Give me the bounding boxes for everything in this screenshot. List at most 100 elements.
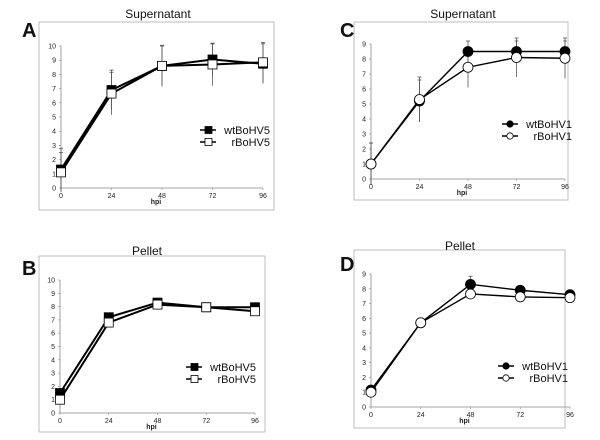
y-tick-label: 8 xyxy=(51,304,55,311)
data-point xyxy=(365,386,377,398)
panel-letter: B xyxy=(22,258,36,280)
series-rBoHV5 xyxy=(58,301,257,403)
data-point xyxy=(415,317,427,329)
plot-frame xyxy=(38,255,266,433)
x-tick-label: 72 xyxy=(209,193,217,200)
x-tick-label: 0 xyxy=(369,412,373,419)
data-point xyxy=(106,88,117,99)
data-point xyxy=(207,59,218,70)
y-tick-label: 8 xyxy=(362,286,366,293)
y-tick-label: 10 xyxy=(47,278,55,285)
y-tick-label: 9 xyxy=(52,58,56,65)
panel-title: Supernatant xyxy=(430,7,496,21)
y-tick-label: 0 xyxy=(52,186,56,193)
y-tick-label: 8 xyxy=(52,72,56,79)
y-tick-label: 6 xyxy=(362,87,366,94)
y-tick-label: 4 xyxy=(362,345,366,352)
y-tick-label: 7 xyxy=(51,317,55,324)
y-tick-label: 3 xyxy=(51,371,55,378)
y-tick-label: 5 xyxy=(362,102,366,109)
data-point xyxy=(564,292,576,304)
y-tick-label: 1 xyxy=(362,162,366,169)
x-tick-label: 48 xyxy=(464,184,472,191)
plot-frame xyxy=(353,249,566,429)
y-tick-label: 1 xyxy=(52,171,56,178)
legend-marker xyxy=(506,132,514,140)
legend-label: rBoHV5 xyxy=(231,137,270,149)
y-tick-label: 7 xyxy=(362,72,366,79)
data-point xyxy=(365,158,377,170)
y-tick-label: 0 xyxy=(51,411,55,418)
legend-label: wtBoHV5 xyxy=(209,362,256,374)
y-tick-label: 0 xyxy=(362,177,366,184)
y-tick-label: 6 xyxy=(362,316,366,323)
data-point xyxy=(462,46,474,57)
legend-marker xyxy=(506,120,514,128)
y-tick-label: 7 xyxy=(52,86,56,93)
legend-label: wtBoHV1 xyxy=(525,119,572,131)
x-tick-label: 96 xyxy=(566,412,574,419)
data-point xyxy=(201,302,212,313)
data-point xyxy=(559,52,571,64)
x-tick-label: 48 xyxy=(467,412,475,419)
y-tick-label: 5 xyxy=(362,331,366,338)
x-axis-label: hpi xyxy=(146,424,157,431)
panel-title: Pellet xyxy=(132,244,163,258)
legend-marker xyxy=(190,375,199,383)
data-point xyxy=(511,52,522,63)
data-point xyxy=(250,306,260,317)
data-point xyxy=(465,278,476,290)
data-point xyxy=(514,291,526,303)
y-tick-label: 10 xyxy=(48,44,56,51)
data-point xyxy=(56,167,66,178)
legend-label: rBoHV5 xyxy=(217,374,256,386)
data-point xyxy=(55,394,65,405)
legend-label: wtBoHV1 xyxy=(521,361,568,373)
x-tick-label: 24 xyxy=(105,418,113,425)
x-tick-label: 0 xyxy=(59,193,63,200)
x-axis-label: hpi xyxy=(459,418,470,425)
y-tick-label: 1 xyxy=(51,397,55,404)
y-tick-label: 7 xyxy=(362,301,366,308)
legend-marker xyxy=(190,363,199,371)
plot-frame xyxy=(353,21,569,201)
x-tick-label: 72 xyxy=(513,184,521,191)
y-tick-label: 8 xyxy=(362,57,366,64)
y-tick-label: 9 xyxy=(362,42,366,49)
y-tick-label: 9 xyxy=(51,291,55,298)
y-tick-label: 2 xyxy=(362,375,366,382)
data-point xyxy=(465,288,476,300)
panel-letter: A xyxy=(22,20,36,42)
data-point xyxy=(258,57,268,68)
panel-B: Pellet B 0 1 2 3 4 5 6 7 8 9 10 0 24 48 72 96 hpi wtBoHV5rB… xyxy=(22,244,266,433)
legend-label: rBoHV1 xyxy=(529,373,568,385)
data-point xyxy=(414,94,425,105)
panel-title: Pellet xyxy=(445,239,476,253)
y-tick-label: 6 xyxy=(52,100,56,107)
plot-frame xyxy=(38,21,275,211)
panel-letter: D xyxy=(340,254,354,276)
x-tick-label: 96 xyxy=(561,184,569,191)
panel-C: Supernatant C 0 1 2 3 4 5 6 7 8 9 0 24 48 72 96 hpi wtBoHV… xyxy=(340,7,572,201)
panel-title: Supernatant xyxy=(125,7,191,21)
data-point xyxy=(103,317,114,328)
y-tick-label: 4 xyxy=(52,129,56,136)
y-tick-label: 4 xyxy=(362,117,366,124)
x-tick-label: 24 xyxy=(417,412,425,419)
x-axis-label: hpi xyxy=(151,199,162,206)
x-tick-label: 96 xyxy=(251,418,259,425)
y-tick-label: 5 xyxy=(52,115,56,122)
x-tick-label: 48 xyxy=(154,418,162,425)
data-point xyxy=(462,61,474,73)
x-tick-label: 24 xyxy=(108,193,116,200)
y-tick-label: 3 xyxy=(362,360,366,367)
x-tick-label: 0 xyxy=(58,418,62,425)
panel-letter: C xyxy=(340,20,354,42)
y-tick-label: 5 xyxy=(51,344,55,351)
panel-D: Pellet D 0 1 2 3 4 5 6 7 8 9 0 24 48 72 96 hpi wtBoHV1rBoH… xyxy=(340,239,576,429)
y-tick-label: 3 xyxy=(52,143,56,150)
x-tick-label: 48 xyxy=(158,193,166,200)
y-tick-label: 3 xyxy=(362,132,366,139)
legend-marker xyxy=(502,374,510,382)
y-tick-label: 9 xyxy=(362,272,366,279)
